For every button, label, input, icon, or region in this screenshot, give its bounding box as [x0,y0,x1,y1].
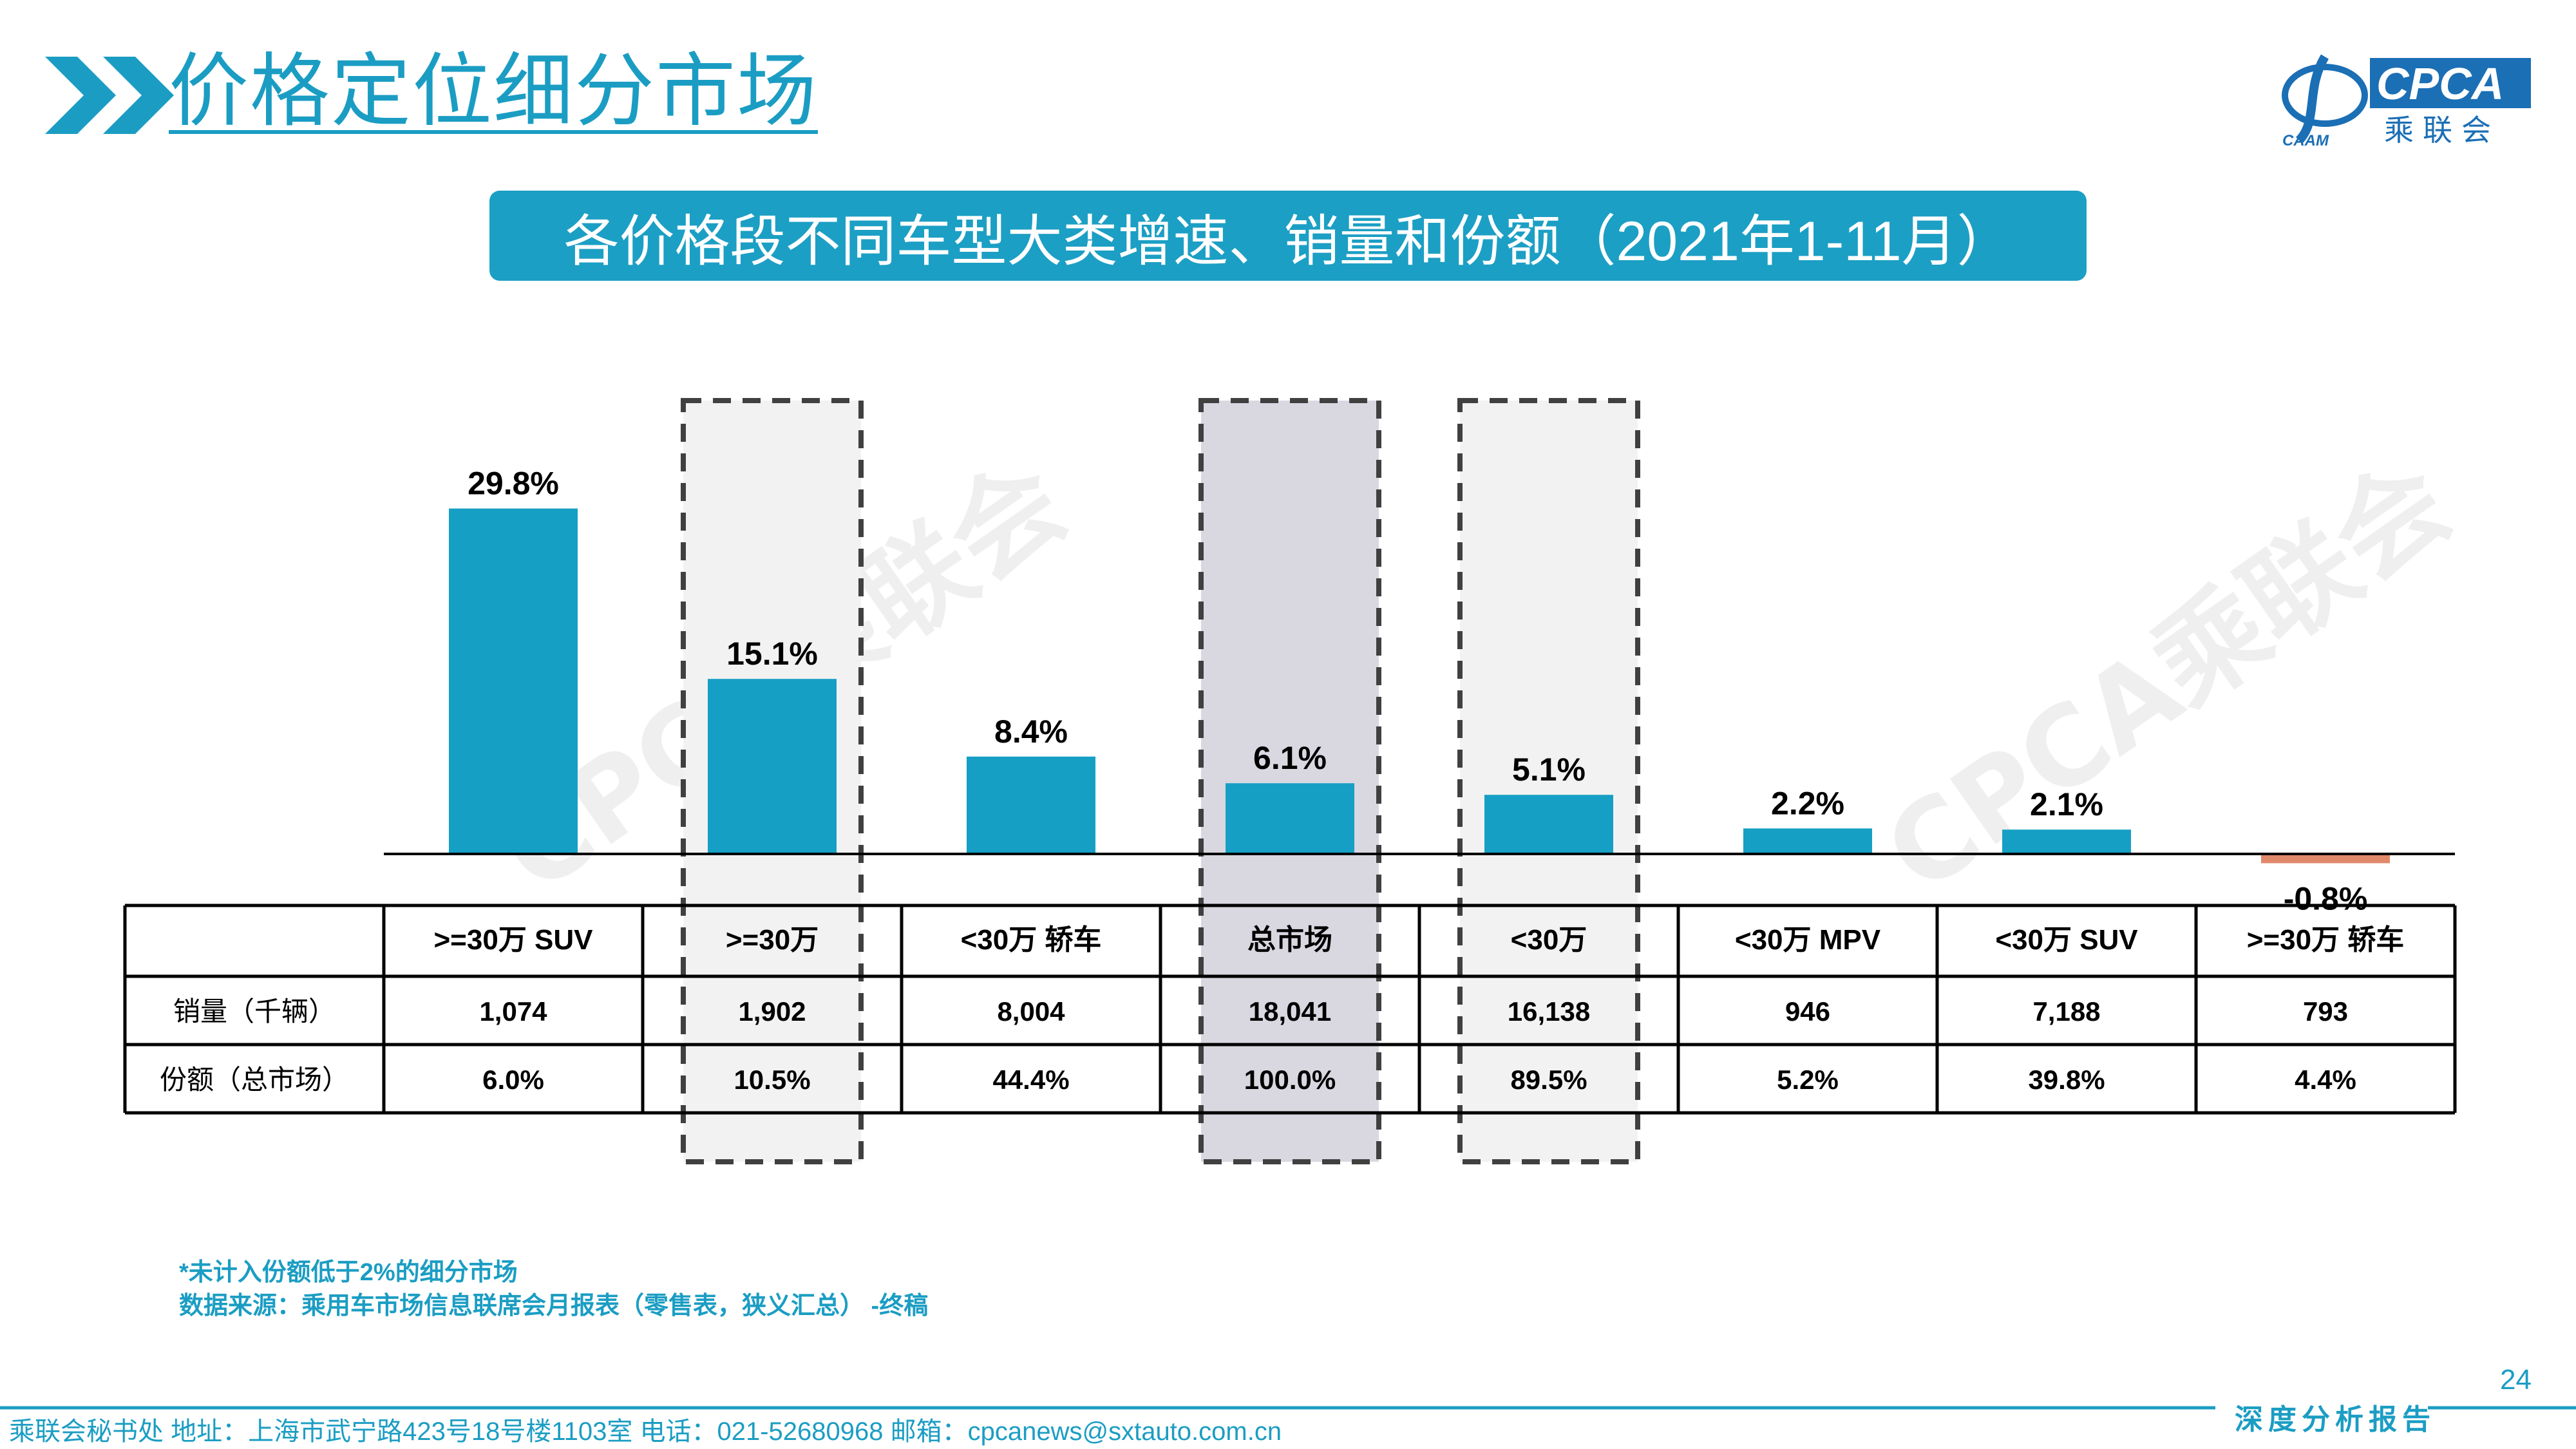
data-source: 数据来源：乘用车市场信息联席会月报表（零售表，狭义汇总） -终稿 [179,1293,929,1320]
footer-divider [0,1406,2576,1410]
chart-title-banner: 各价格段不同车型大类增速、销量和份额（2021年1-11月） [489,191,2087,281]
footer-contact-info: 乘联会秘书处 地址：上海市武宁路423号18号楼1103室 电话：021-526… [9,1417,1282,1446]
table-cell-r2-c3: 44.4% [992,1065,1069,1095]
bar-6 [1743,828,1872,854]
bar-value-label-6: 2.2% [1771,785,1844,821]
double-chevron-icon [45,57,174,134]
table-row-label-1: 销量（千辆） [173,996,336,1027]
bar-value-label-4: 6.1% [1253,740,1327,776]
logo-mark-text: CAAM [2282,132,2329,147]
category-label-2: >=30万 [726,924,819,956]
bar-4 [1226,783,1354,854]
bar-value-label-3: 8.4% [994,714,1068,750]
table-cell-r1-c4: 18,041 [1249,996,1331,1027]
table-cell-r2-c1: 6.0% [482,1065,544,1095]
cpca-logo: CAAM CPCA 乘联会 [2280,50,2537,149]
bar-value-label-7: 2.1% [2030,786,2103,822]
category-label-7: <30万 SUV [1995,924,2138,956]
bar-1 [449,508,578,854]
bar-value-label-2: 15.1% [726,636,818,672]
bar-8 [2261,854,2390,864]
logo-subtext: 乘联会 [2384,113,2500,147]
category-label-1: >=30万 SUV [433,924,593,956]
table-cell-r2-c7: 39.8% [2028,1065,2105,1095]
footer-report-label: 深度分析报告 [2235,1403,2436,1436]
bar-5 [1484,795,1613,854]
bar-3 [967,756,1095,854]
table-cell-r2-c8: 4.4% [2295,1065,2356,1095]
logo-text: CPCA [2376,59,2504,109]
table-cell-r1-c6: 946 [1785,996,1830,1027]
category-label-5: <30万 [1511,924,1587,956]
table-cell-r1-c8: 793 [2303,996,2348,1027]
table-cell-r1-c5: 16,138 [1508,996,1590,1027]
category-label-3: <30万 轿车 [961,924,1102,956]
bar-value-label-1: 29.8% [468,466,559,502]
table-cell-r1-c7: 7,188 [2032,996,2100,1027]
table-row-label-2: 份额（总市场） [160,1065,349,1095]
table-cell-r2-c5: 89.5% [1510,1065,1587,1095]
bar-7 [2002,829,2131,854]
category-label-8: >=30万 轿车 [2247,924,2405,956]
bar-2 [708,679,837,854]
table-cell-r2-c6: 5.2% [1777,1065,1839,1095]
chart-title: 各价格段不同车型大类增速、销量和份额（2021年1-11月） [564,210,2012,272]
watermark-2: CPCA乘联会 [1864,438,2473,918]
table-cell-r2-c2: 10.5% [734,1065,810,1095]
footnote-exclusion: *未计入份额低于2%的细分市场 [179,1259,518,1286]
table-cell-r1-c1: 1,074 [479,996,547,1027]
table-cell-r2-c4: 100.0% [1244,1065,1336,1095]
bar-value-label-5: 5.1% [1512,752,1586,788]
highlight-box-x [1198,398,1381,1164]
bar-value-label-8: -0.8% [2284,880,2368,916]
category-label-4: 总市场 [1247,924,1332,956]
category-label-6: <30万 MPV [1735,924,1881,956]
table-cell-r1-c3: 8,004 [997,996,1065,1027]
table-cell-r1-c2: 1,902 [738,996,806,1027]
page-title: 价格定位细分市场 [169,47,819,136]
highlight-box-30 [1457,398,1640,1164]
page-number: 24 [2500,1364,2532,1396]
